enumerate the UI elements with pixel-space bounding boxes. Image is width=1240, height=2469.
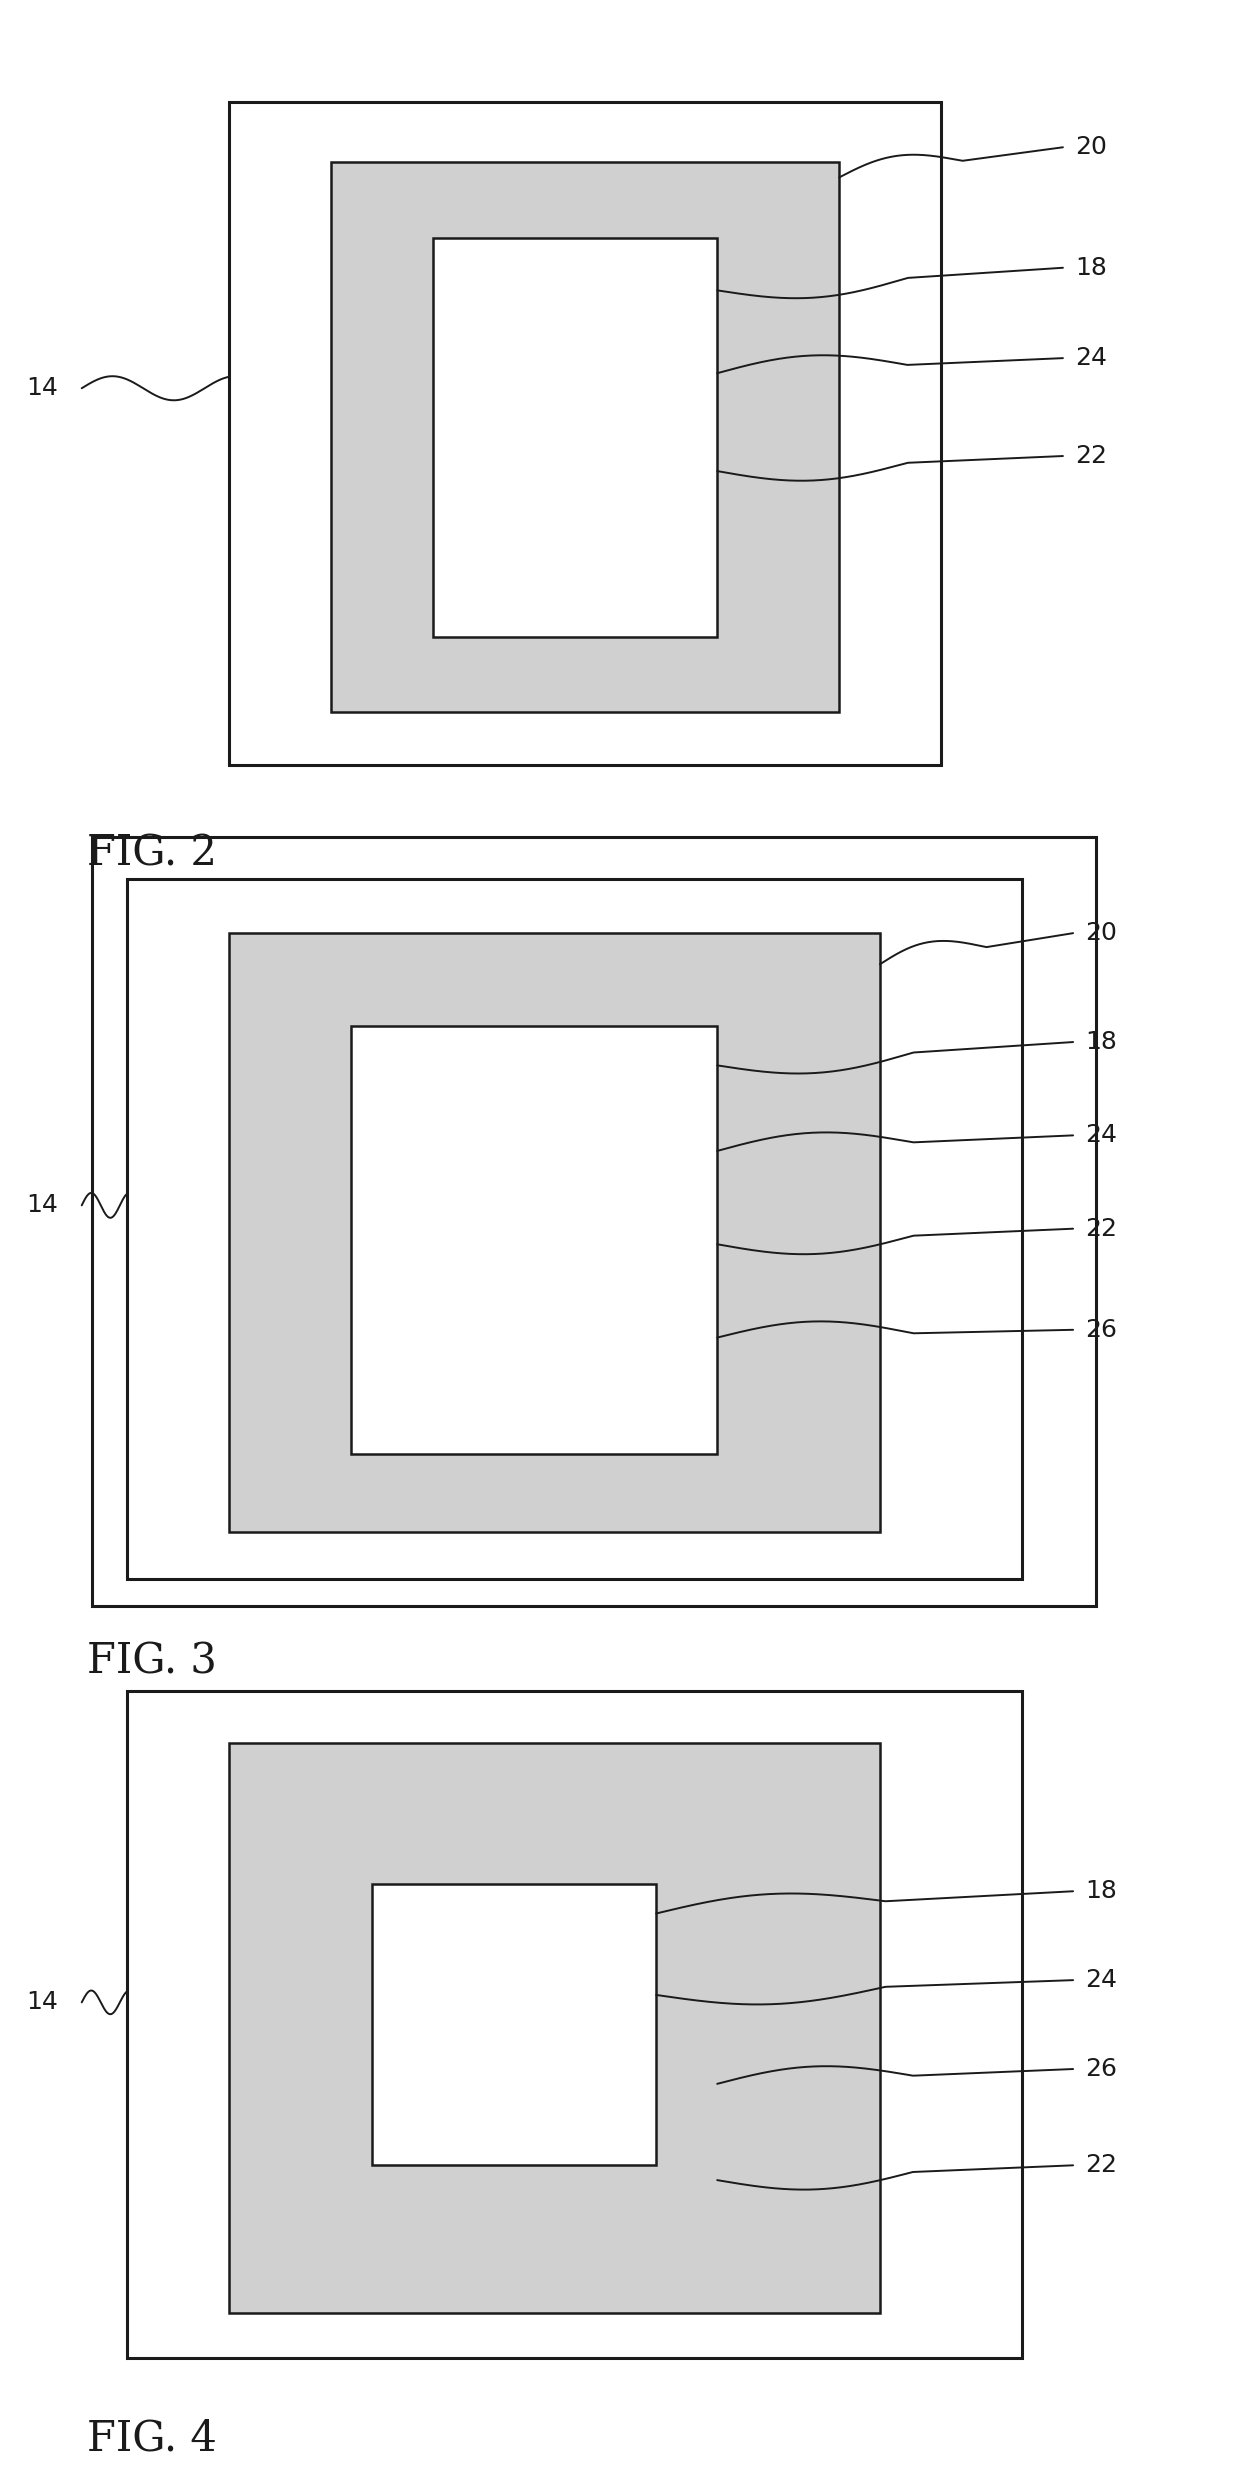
Text: 24: 24 (1085, 1968, 1117, 1992)
Text: 18: 18 (1085, 1030, 1117, 1054)
Bar (331, 163, 839, 711)
Text: 26: 26 (1085, 2057, 1117, 2081)
Text: 14: 14 (26, 375, 58, 400)
Bar (128, 1691, 1022, 2358)
Text: 18: 18 (1075, 257, 1107, 279)
Bar (229, 101, 941, 765)
Bar (229, 933, 880, 1531)
Text: 24: 24 (1075, 346, 1107, 370)
Text: 26: 26 (1085, 1318, 1117, 1341)
Text: FIG. 2: FIG. 2 (87, 832, 217, 874)
Text: 22: 22 (1085, 1217, 1117, 1242)
Bar (229, 1743, 880, 2313)
Text: 24: 24 (1085, 1123, 1117, 1148)
Text: 20: 20 (1085, 921, 1117, 946)
Text: 22: 22 (1075, 444, 1107, 469)
Text: 14: 14 (26, 1193, 58, 1217)
Text: 14: 14 (26, 1990, 58, 2015)
Bar (351, 1027, 717, 1454)
Text: FIG. 4: FIG. 4 (87, 2417, 217, 2459)
Bar (433, 237, 717, 637)
Text: 18: 18 (1085, 1879, 1117, 1904)
Text: FIG. 3: FIG. 3 (87, 1642, 217, 1684)
Text: 20: 20 (1075, 136, 1107, 160)
Bar (372, 1884, 656, 2165)
Bar (128, 879, 1022, 1578)
Text: 22: 22 (1085, 2153, 1117, 2178)
